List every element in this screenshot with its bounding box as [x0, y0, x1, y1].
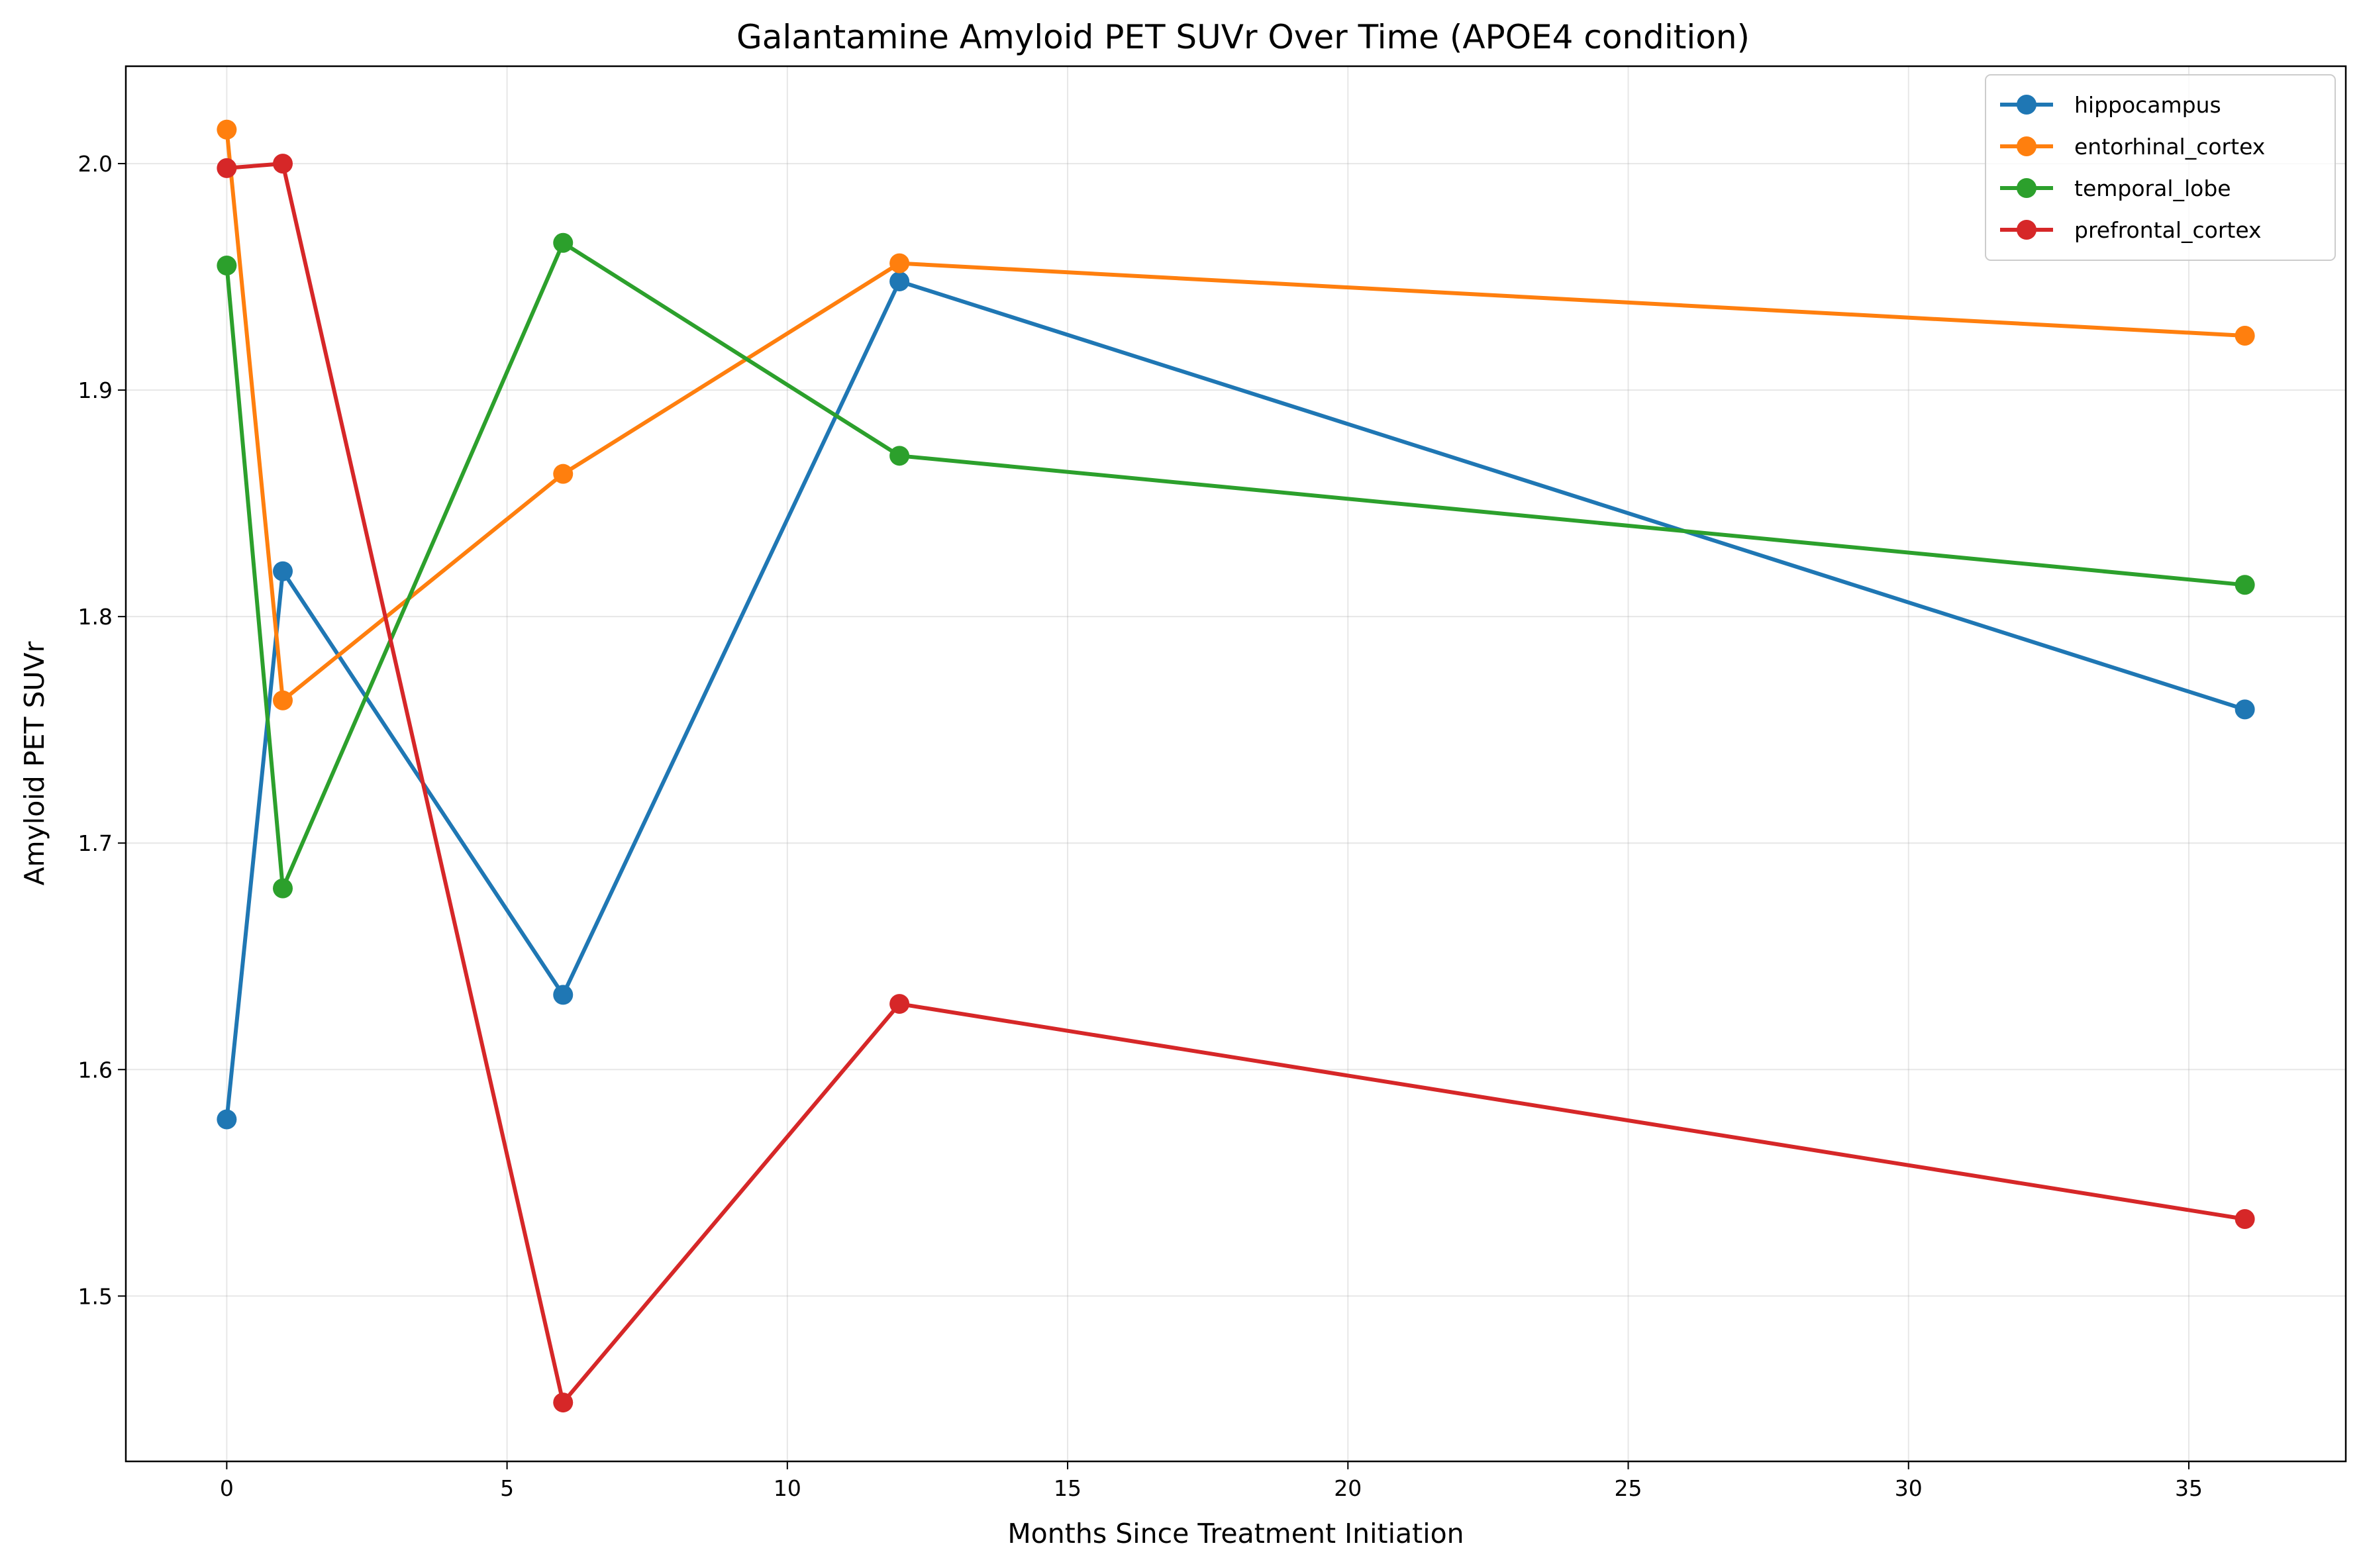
- x-axis-label: Months Since Treatment Initiation: [1007, 1518, 1464, 1549]
- legend: hippocampus entorhinal_cortex temporal_lob…: [1985, 74, 2336, 261]
- data-point: [553, 985, 574, 1005]
- y-tick-label: 2.0: [78, 151, 113, 177]
- x-tick-label: 25: [1615, 1475, 1642, 1501]
- data-point: [553, 1393, 574, 1413]
- x-tick-label: 10: [774, 1475, 801, 1501]
- data-point: [889, 994, 910, 1014]
- x-tick-label: 0: [220, 1475, 234, 1501]
- x-tick-label: 5: [500, 1475, 514, 1501]
- grid: [126, 66, 2346, 1461]
- legend-marker: [2017, 136, 2036, 156]
- data-point: [889, 446, 910, 466]
- legend-frame: [1985, 74, 2336, 261]
- legend-marker: [2017, 95, 2036, 115]
- y-tick-label: 1.5: [78, 1283, 113, 1309]
- data-point: [273, 154, 293, 174]
- data-point: [273, 690, 293, 710]
- series-prefrontal_cortex: [217, 154, 2255, 1413]
- data-point: [217, 119, 237, 140]
- series-temporal_lobe: [217, 232, 2255, 899]
- data-point: [2235, 1209, 2255, 1230]
- chart-title: Galantamine Amyloid PET SUVr Over Time (…: [736, 18, 1750, 56]
- legend-marker: [2017, 220, 2036, 240]
- y-tick-label: 1.7: [78, 830, 113, 856]
- series-layer: [217, 119, 2255, 1413]
- series-entorhinal_cortex: [217, 119, 2255, 710]
- data-point: [2235, 699, 2255, 720]
- y-axis-label: Amyloid PET SUVr: [19, 641, 50, 885]
- x-tick-label: 20: [1334, 1475, 1362, 1501]
- data-point: [2235, 575, 2255, 595]
- data-point: [889, 271, 910, 291]
- y-tick-label: 1.8: [78, 604, 113, 630]
- data-point: [273, 878, 293, 899]
- y-tick-label: 1.9: [78, 377, 113, 403]
- data-point: [217, 1109, 237, 1130]
- data-point: [273, 561, 293, 581]
- axis-ticks: 0 5 10 15 20 25 30 35 1.5 1.6 1.7 1.8 1.9 2.0: [78, 151, 2203, 1501]
- data-point: [2235, 326, 2255, 346]
- series-hippocampus: [217, 271, 2255, 1130]
- legend-label: entorhinal_cortex: [2074, 134, 2265, 160]
- legend-label: prefrontal_cortex: [2074, 217, 2262, 243]
- x-tick-label: 30: [1895, 1475, 1923, 1501]
- x-tick-label: 15: [1054, 1475, 1081, 1501]
- legend-label: hippocampus: [2074, 92, 2221, 118]
- legend-marker: [2017, 178, 2036, 198]
- plot-frame: [125, 65, 2347, 1463]
- data-point: [217, 256, 237, 275]
- data-point: [553, 464, 574, 484]
- data-point: [217, 158, 237, 178]
- data-point: [889, 253, 910, 273]
- x-tick-label: 35: [2175, 1475, 2203, 1501]
- data-point: [553, 232, 574, 253]
- legend-label: temporal_lobe: [2074, 175, 2231, 201]
- y-tick-label: 1.6: [78, 1057, 113, 1083]
